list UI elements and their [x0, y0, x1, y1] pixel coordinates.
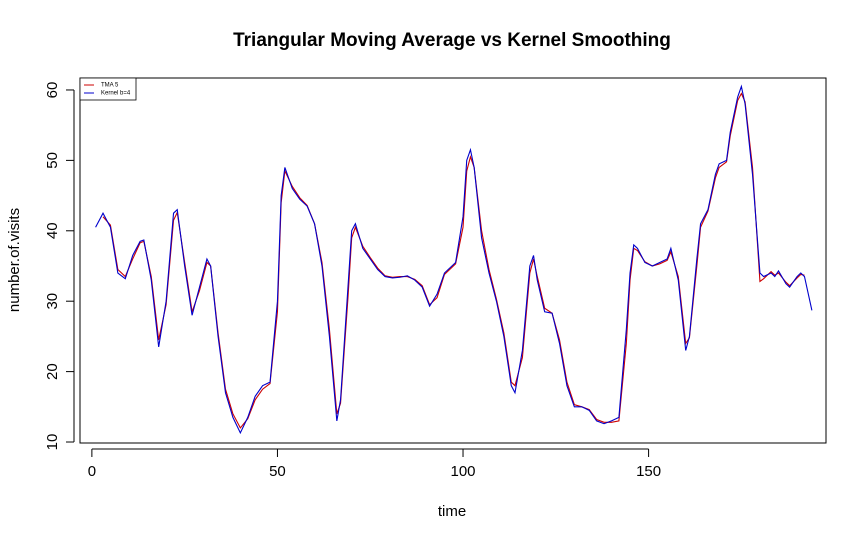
y-tick-label: 60 — [44, 82, 61, 99]
legend-label: TMA 5 — [101, 83, 119, 89]
chart-title: Triangular Moving Average vs Kernel Smoo… — [233, 30, 671, 51]
y-tick-label: 50 — [44, 152, 61, 169]
x-tick-label: 150 — [636, 463, 661, 480]
y-tick-label: 20 — [44, 363, 61, 380]
series-line — [102, 92, 805, 429]
y-axis-label: number.of.visits — [6, 208, 23, 312]
legend-label: Kernel b=4 — [101, 91, 131, 97]
x-tick-label: 100 — [451, 463, 476, 480]
legend-box — [79, 77, 137, 101]
x-tick-label: 0 — [88, 463, 96, 480]
x-tick-label: 50 — [269, 463, 286, 480]
x-axis-label: time — [438, 503, 466, 520]
series-line — [95, 84, 813, 435]
plot-box — [79, 77, 827, 444]
y-tick-label: 30 — [44, 293, 61, 310]
y-tick-label: 40 — [44, 222, 61, 239]
y-tick-label: 10 — [44, 434, 61, 451]
